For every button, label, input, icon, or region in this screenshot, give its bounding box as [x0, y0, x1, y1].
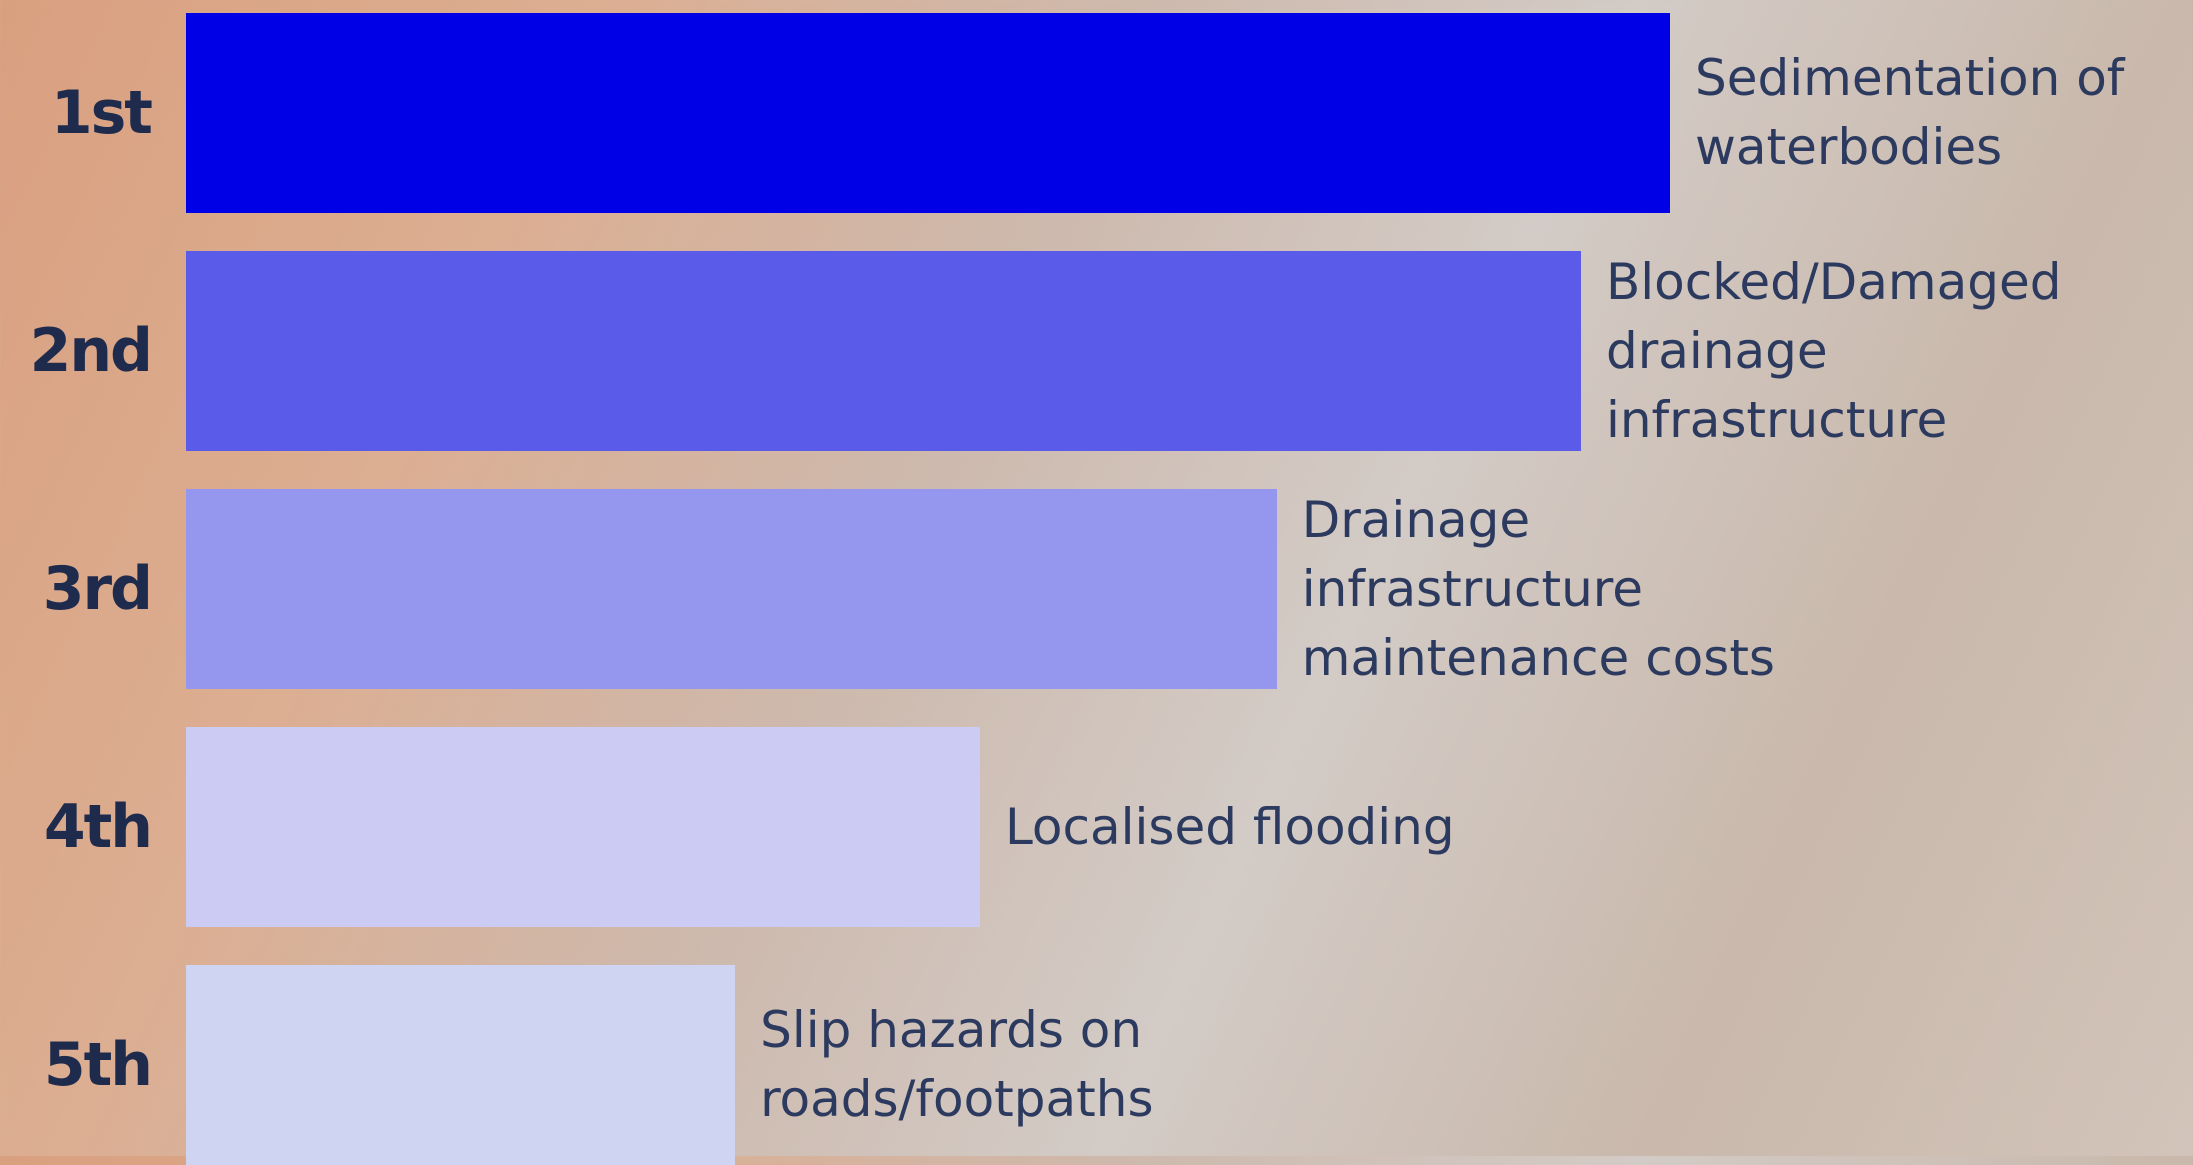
bar-label: Drainage infrastructure maintenance cost…: [1301, 490, 1775, 687]
rank-label: 4th: [43, 792, 153, 862]
bar: [186, 13, 1670, 213]
rank-label: 2nd: [29, 316, 153, 386]
rank-label: 5th: [43, 1030, 153, 1100]
rank-label: 1st: [50, 78, 153, 148]
bar: [186, 965, 736, 1165]
rank-label: 3rd: [42, 554, 153, 624]
bar-label: Localised flooding: [1004, 797, 1455, 856]
bar-label: Sedimentation of waterbodies: [1695, 49, 2125, 176]
bar: [186, 251, 1581, 451]
bar-label: Slip hazards on roads/footpaths: [760, 1001, 1154, 1128]
bar-label: Blocked/Damaged drainage infrastructure: [1605, 252, 2062, 449]
bar: [186, 489, 1277, 689]
bar: [186, 727, 980, 927]
